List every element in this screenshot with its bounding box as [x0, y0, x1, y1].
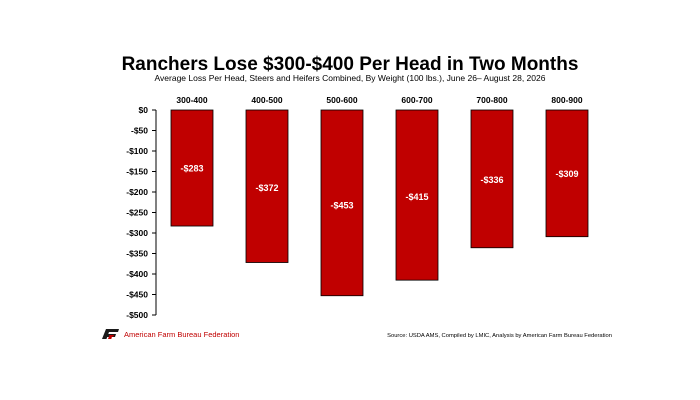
data-label: -$283	[180, 163, 203, 173]
bar	[245, 109, 289, 263]
y-tick-label: -$300	[126, 228, 148, 238]
category-label: 700-800	[476, 95, 507, 105]
afbf-logo-icon	[102, 329, 119, 339]
category-label: 500-600	[326, 95, 357, 105]
afbf-logo: American Farm Bureau Federation	[100, 328, 239, 340]
bar	[170, 109, 214, 227]
bar	[545, 109, 589, 238]
category-label: 300-400	[176, 95, 207, 105]
category-label: 400-500	[251, 95, 282, 105]
y-tick-label: -$500	[126, 310, 148, 320]
y-tick-label: -$400	[126, 269, 148, 279]
y-tick-label: -$250	[126, 208, 148, 218]
y-tick-label: -$50	[131, 126, 148, 136]
chart-subtitle: Average Loss Per Head, Steers and Heifer…	[154, 73, 546, 83]
data-label: -$453	[330, 200, 353, 210]
category-label: 800-900	[551, 95, 582, 105]
y-tick-label: -$450	[126, 290, 148, 300]
afbf-logo-text: American Farm Bureau Federation	[124, 329, 240, 339]
y-tick-label: -$150	[126, 167, 148, 177]
y-tick-label: -$200	[126, 187, 148, 197]
y-tick-label: -$350	[126, 249, 148, 259]
y-tick-label: $0	[139, 105, 149, 115]
y-tick-label: -$100	[126, 146, 148, 156]
data-label: -$372	[255, 183, 278, 193]
bar	[395, 109, 439, 281]
bar	[320, 109, 364, 297]
data-label: -$309	[555, 169, 578, 179]
data-label: -$415	[405, 192, 428, 202]
category-label: 600-700	[401, 95, 432, 105]
data-label: -$336	[480, 175, 503, 185]
chart-title: Ranchers Lose $300-$400 Per Head in Two …	[121, 54, 579, 75]
bar	[470, 109, 514, 249]
source-note: Source: USDA AMS, Compiled by LMIC, Anal…	[387, 333, 612, 339]
